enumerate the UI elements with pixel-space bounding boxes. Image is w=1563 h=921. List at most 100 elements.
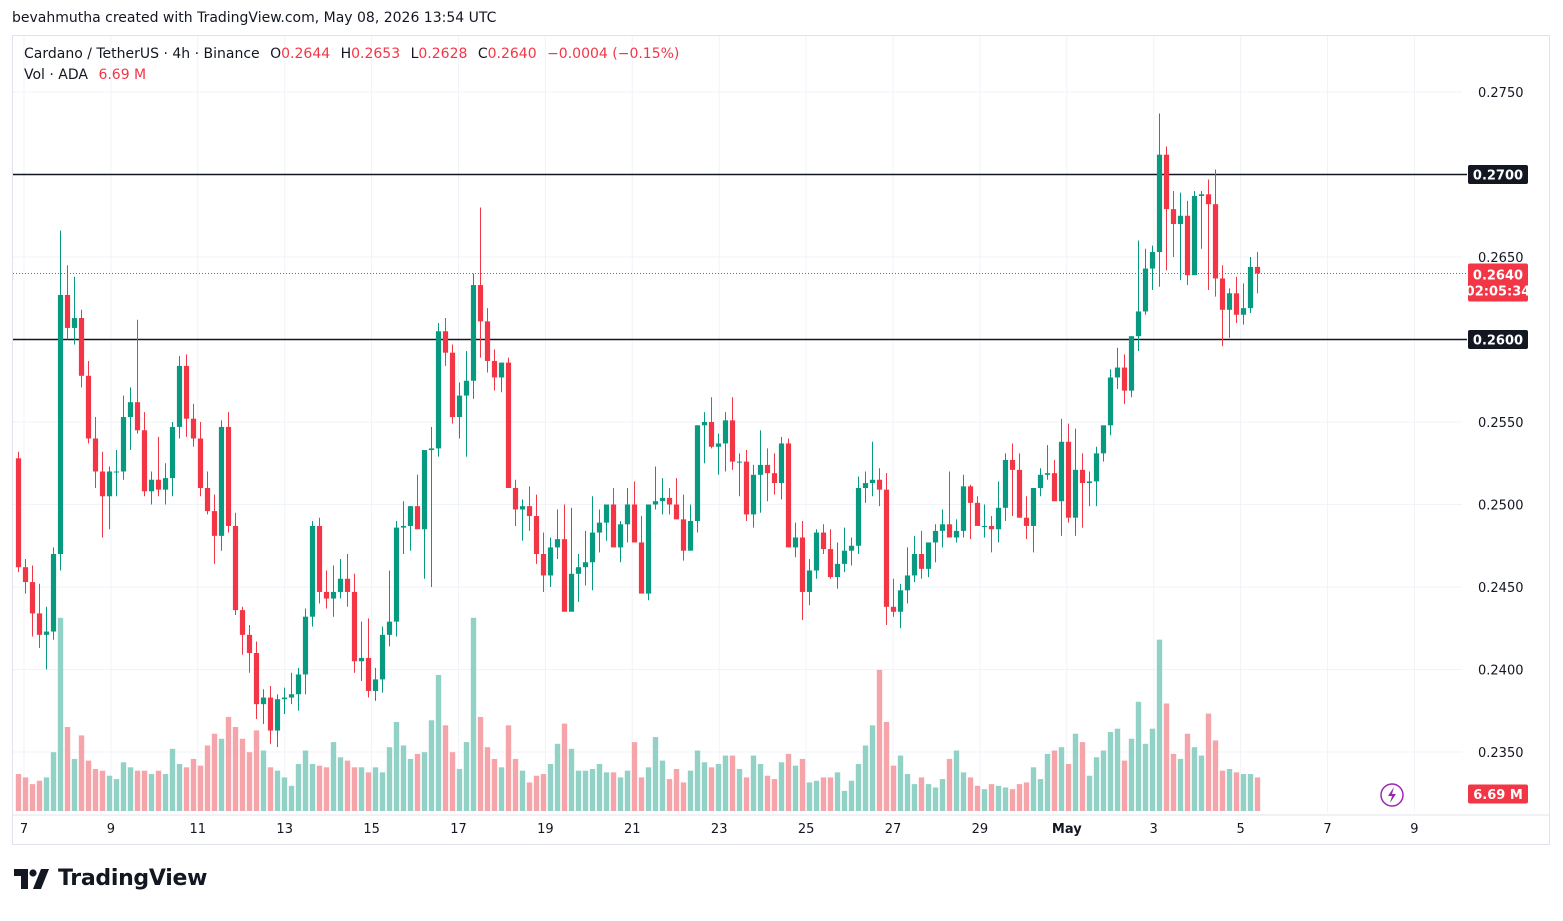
volume-bar (1149, 728, 1156, 811)
volume-bar (848, 780, 855, 811)
candle-body (911, 554, 918, 576)
change-value: −0.0004 (−0.15%) (547, 46, 680, 62)
candle-body (456, 395, 463, 418)
candle-body (197, 438, 204, 488)
chart-panel[interactable] (12, 35, 1550, 845)
volume-bar (946, 758, 953, 811)
candle-body (960, 486, 967, 531)
candle-body (225, 426, 232, 526)
candle-body (435, 331, 442, 449)
candle-body (1254, 266, 1261, 274)
volume-bar (561, 723, 568, 811)
volume-bar (1142, 743, 1149, 811)
candle-body (946, 524, 953, 538)
candle-body (1128, 336, 1135, 391)
volume-bar (953, 750, 960, 811)
candle-body (575, 567, 582, 574)
volume-bar (841, 790, 848, 811)
candle-body (645, 504, 652, 594)
volume-bar (988, 784, 995, 811)
volume-bar (449, 752, 456, 811)
price-tick-label: 0.2350 (1478, 746, 1524, 761)
volume-bar (316, 765, 323, 811)
candle-body (694, 425, 701, 521)
candle-body (855, 488, 862, 546)
volume-bar (806, 782, 813, 811)
candle-body (582, 562, 589, 568)
candle-body (764, 464, 771, 474)
volume-bar (505, 725, 512, 811)
candle-body (190, 418, 197, 439)
candle-body (15, 458, 22, 568)
candle-body (1219, 278, 1226, 310)
candle-body (1016, 469, 1023, 518)
price-tick-label: 0.2400 (1478, 664, 1524, 679)
volume-bar (722, 755, 729, 811)
candle-body (211, 511, 218, 536)
volume-bar (15, 774, 22, 811)
volume-bar (190, 758, 197, 811)
volume-bar (1023, 782, 1030, 811)
symbol-info: Cardano / TetherUS · 4h · Binance (24, 46, 260, 62)
time-tick-label: 9 (107, 822, 115, 837)
candle-body (708, 422, 715, 447)
volume-bar (120, 762, 127, 811)
candle-body (393, 527, 400, 622)
candle-body (484, 321, 491, 361)
candle-body (1058, 441, 1065, 502)
candle-body (715, 443, 722, 447)
volume-bar (827, 777, 834, 811)
candle-body (1226, 293, 1233, 310)
volume-bar (1107, 732, 1114, 811)
candle-body (526, 506, 533, 517)
volume-bar (645, 767, 652, 811)
candle-body (43, 631, 50, 635)
candle-body (876, 479, 883, 490)
volume-bar (981, 789, 988, 811)
time-tick-label: 11 (190, 822, 207, 837)
candle-body (771, 473, 778, 484)
high-value: 0.2653 (351, 46, 401, 62)
volume-bar (1191, 747, 1198, 811)
time-tick-label: 15 (363, 822, 380, 837)
candle-body (680, 519, 687, 551)
close-value: 0.2640 (487, 46, 537, 62)
volume-bar (687, 770, 694, 811)
candle-body (428, 448, 435, 451)
volume-bar (372, 767, 379, 811)
candle-body (64, 294, 71, 328)
candle-body (155, 479, 162, 490)
time-tick-label: 7 (20, 822, 28, 837)
candle-body (1142, 268, 1149, 312)
volume-bar (246, 752, 253, 811)
candle-body (687, 521, 694, 551)
volume-bar (1233, 772, 1240, 811)
volume-bar (799, 758, 806, 811)
candle-body (981, 525, 988, 527)
volume-bar (1058, 747, 1065, 811)
volume-bar (64, 727, 71, 811)
candle-body (463, 380, 470, 396)
candle-body (309, 525, 316, 617)
candle-body (757, 464, 764, 475)
open-label: O (270, 46, 282, 62)
volume-bar (925, 784, 932, 811)
candle-body (1121, 367, 1128, 391)
volume-bar (1016, 784, 1023, 811)
candle-body (897, 590, 904, 612)
volume-bar (498, 767, 505, 811)
candle-body (239, 610, 246, 635)
lightning-icon (1380, 783, 1404, 807)
chart-credit: bevahmutha created with TradingView.com,… (12, 10, 497, 26)
volume-bar (274, 770, 281, 811)
volume-bar (533, 775, 540, 811)
volume-bar (589, 769, 596, 811)
candle-body (988, 525, 995, 530)
tradingview-brand[interactable]: TradingView (14, 866, 207, 891)
candle-body (1135, 311, 1142, 337)
volume-bar (113, 779, 120, 811)
candle-body (120, 417, 127, 472)
candle-body (778, 443, 785, 484)
